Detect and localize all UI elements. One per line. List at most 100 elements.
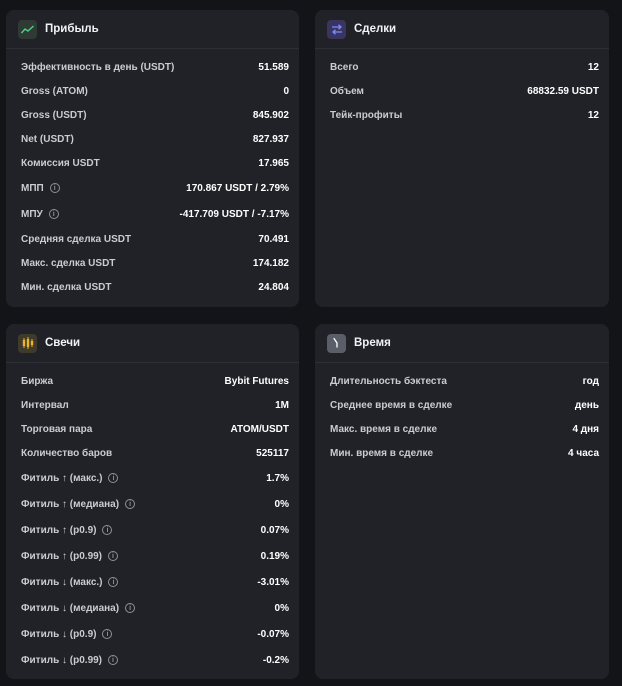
candles-label: Фитиль ↓ (p0.9): [21, 628, 97, 640]
trades-card-title: Сделки: [354, 23, 397, 35]
trades-value: 12: [587, 61, 599, 73]
time-row-duration: Длительность бэктеста год: [315, 369, 609, 393]
candles-value: 0%: [274, 602, 289, 614]
trades-row-volume: Объем 68832.59 USDT: [315, 79, 609, 103]
candles-row-wick-down-median: Фитиль ↓ (медиана) i 0%: [6, 595, 299, 621]
candles-value: Bybit Futures: [224, 375, 289, 387]
profit-row-gross-usdt: Gross (USDT) 845.902: [6, 103, 299, 127]
info-icon[interactable]: i: [125, 603, 136, 613]
candles-label: Интервал: [21, 399, 69, 411]
profit-value: 0: [283, 85, 289, 97]
trend-line-icon: [18, 19, 37, 39]
profit-value: 174.182: [252, 257, 289, 269]
trades-row-total: Всего 12: [315, 55, 609, 79]
candles-row-wick-down-p09: Фитиль ↓ (p0.9) i -0.07%: [6, 621, 299, 647]
profit-card-title: Прибыль: [45, 23, 99, 35]
candles-row-pair: Торговая пара ATOM/USDT: [6, 417, 299, 441]
profit-label: Gross (ATOM): [21, 85, 88, 97]
profit-row-min-trade: Мин. сделка USDT 24.804: [6, 275, 299, 299]
profit-value: 70.491: [258, 233, 289, 245]
time-label: Длительность бэктеста: [330, 375, 447, 387]
candles-label: Биржа: [21, 375, 54, 387]
time-row-max: Макс. время в сделке 4 дня: [315, 417, 609, 441]
candles-value: -0.07%: [257, 628, 289, 640]
candles-card-title: Свечи: [45, 337, 81, 349]
profit-label: Эффективность в день (USDT): [21, 61, 175, 73]
profit-row-mpu: МПУ i -417.709 USDT / -7.17%: [6, 201, 299, 227]
info-icon[interactable]: i: [102, 525, 113, 535]
time-row-min: Мин. время в сделке 4 часа: [315, 441, 609, 465]
time-label: Макс. время в сделке: [330, 423, 438, 435]
candles-label: Фитиль ↑ (p0.9): [21, 524, 97, 536]
profit-label: Средняя сделка USDT: [21, 233, 132, 245]
candles-label: Фитиль ↑ (p0.99): [21, 550, 103, 562]
candles-value: 0.07%: [260, 524, 289, 536]
profit-label: Мин. сделка USDT: [21, 281, 112, 293]
profit-row-mpp: МПП i 170.867 USDT / 2.79%: [6, 175, 299, 201]
profit-label: Gross (USDT): [21, 109, 87, 121]
profit-card-header: Прибыль: [6, 10, 299, 49]
info-icon[interactable]: i: [108, 577, 119, 587]
info-icon[interactable]: i: [48, 209, 59, 219]
profit-row-net-usdt: Net (USDT) 827.937: [6, 127, 299, 151]
candles-label: Фитиль ↑ (макс.): [21, 472, 103, 484]
profit-label: Макс. сделка USDT: [21, 257, 116, 269]
trades-card-header: Сделки: [315, 10, 609, 49]
trades-label: Объем: [330, 85, 364, 97]
profit-value: 51.589: [258, 61, 289, 73]
candles-value: 0.19%: [260, 550, 289, 562]
profit-card: Прибыль Эффективность в день (USDT) 51.58…: [6, 10, 299, 307]
exchange-arrows-icon: [327, 19, 346, 39]
time-card-title: Время: [354, 337, 391, 349]
info-icon[interactable]: i: [108, 551, 119, 561]
info-icon[interactable]: i: [108, 655, 119, 665]
profit-value: 845.902: [252, 109, 289, 121]
candles-value: 525117: [256, 447, 289, 459]
trades-value: 68832.59 USDT: [527, 85, 599, 97]
candles-value: 1.7%: [266, 472, 289, 484]
trades-card: Сделки Всего 12 Объем 68832.59 USDT Тейк-п…: [315, 10, 609, 307]
profit-value: 17.965: [258, 157, 289, 169]
candles-value: -0.2%: [262, 654, 289, 666]
candles-card-header: Свечи: [6, 324, 299, 363]
candles-card: Свечи Биржа Bybit Futures Интервал 1M Торг…: [6, 324, 299, 679]
time-card-header: Время: [315, 324, 609, 363]
time-row-avg: Среднее время в сделке день: [315, 393, 609, 417]
candles-label: Фитиль ↓ (p0.99): [21, 654, 103, 666]
time-label: Мин. время в сделке: [330, 447, 434, 459]
candles-value: 1M: [275, 399, 289, 411]
trades-row-take-profits: Тейк-профиты 12: [315, 103, 609, 127]
info-icon[interactable]: i: [49, 183, 60, 193]
profit-row-avg-trade: Средняя сделка USDT 70.491: [6, 227, 299, 251]
time-value: 4 часа: [568, 447, 599, 459]
candles-value: -3.01%: [257, 576, 289, 588]
info-icon[interactable]: i: [108, 473, 119, 483]
info-icon[interactable]: i: [125, 499, 136, 509]
profit-row-commission: Комиссия USDT 17.965: [6, 151, 299, 175]
profit-row-max-trade: Макс. сделка USDT 174.182: [6, 251, 299, 275]
profit-value: 24.804: [258, 281, 289, 293]
profit-value: -417.709 USDT / -7.17%: [179, 208, 290, 220]
candles-label: Фитиль ↓ (медиана): [21, 602, 120, 614]
time-label: Среднее время в сделке: [330, 399, 453, 411]
time-value: день: [574, 399, 599, 411]
trades-label: Тейк-профиты: [330, 109, 403, 121]
time-value: 4 дня: [572, 423, 599, 435]
profit-value: 827.937: [252, 133, 289, 145]
candles-row-wick-up-p09: Фитиль ↑ (p0.9) i 0.07%: [6, 517, 299, 543]
info-icon[interactable]: i: [102, 629, 113, 639]
trades-value: 12: [587, 109, 599, 121]
candles-row-wick-down-max: Фитиль ↓ (макс.) i -3.01%: [6, 569, 299, 595]
candles-row-exchange: Биржа Bybit Futures: [6, 369, 299, 393]
time-value: год: [582, 375, 599, 387]
candles-label: Фитиль ↑ (медиана): [21, 498, 120, 510]
trades-label: Всего: [330, 61, 359, 73]
profit-value: 170.867 USDT / 2.79%: [186, 182, 289, 194]
candles-value: 0%: [274, 498, 289, 510]
profit-label: Net (USDT): [21, 133, 74, 145]
candles-label: Торговая пара: [21, 423, 93, 435]
candles-row-wick-up-max: Фитиль ↑ (макс.) i 1.7%: [6, 465, 299, 491]
candles-label: Фитиль ↓ (макс.): [21, 576, 103, 588]
clock-icon: [327, 333, 346, 353]
candles-row-wick-down-p099: Фитиль ↓ (p0.99) i -0.2%: [6, 647, 299, 673]
